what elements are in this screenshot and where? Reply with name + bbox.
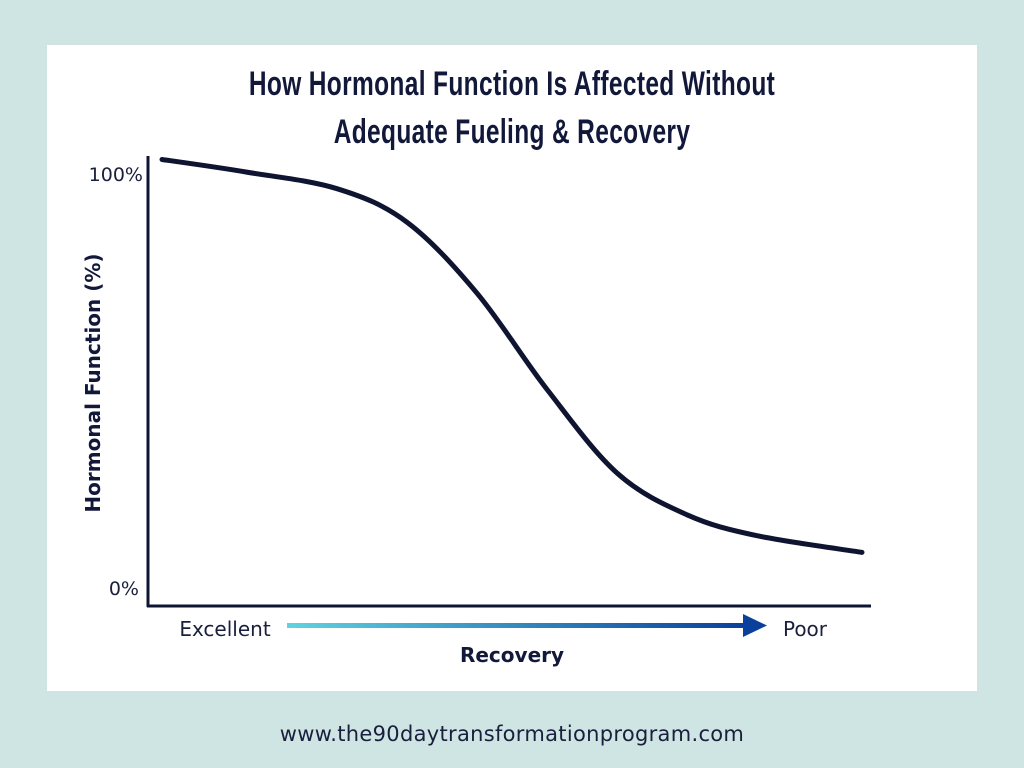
y-axis-label: Hormonal Function (%) [81,253,105,512]
chart-title: How Hormonal Function Is Affected Withou… [143,60,880,156]
chart-title-line-2: Adequate Fueling & Recovery [333,113,691,151]
x-start-label: Excellent [179,617,271,641]
footer-url: www.the90daytransformationprogram.com [279,722,745,746]
y-tick-label-100: 100% [89,164,143,186]
recovery-arrow-head [743,614,767,637]
x-end-label: Poor [783,617,828,641]
y-tick-label-0: 0% [109,578,139,600]
x-axis-label: Recovery [460,643,564,667]
chart-title-line-1: How Hormonal Function Is Affected Withou… [248,65,776,103]
recovery-arrow-shaft [287,623,745,628]
chart-card [47,45,977,691]
series-line [159,157,865,555]
